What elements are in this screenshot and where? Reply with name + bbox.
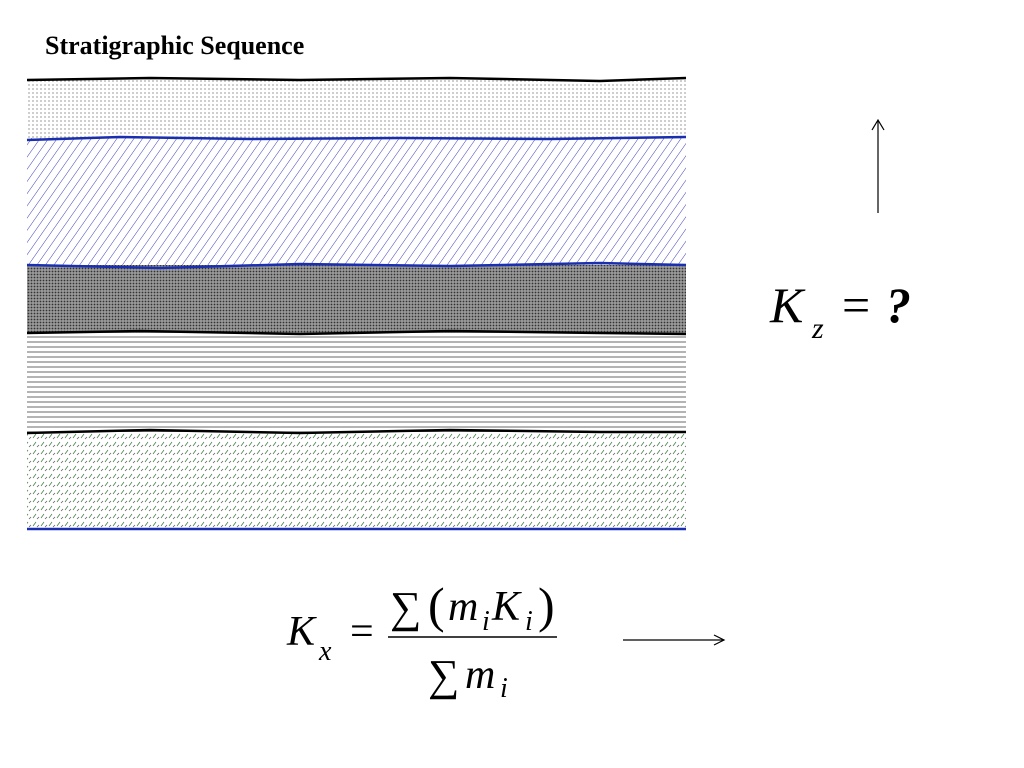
clay-layer	[27, 333, 686, 432]
gravel-layer	[27, 265, 686, 333]
stratigraphic-column	[26, 76, 687, 531]
symbol: K	[769, 277, 806, 333]
subscript: i	[482, 606, 490, 637]
boundary	[26, 261, 687, 270]
sum: ∑	[390, 583, 421, 632]
horizontal-arrow	[623, 634, 726, 646]
kx-formula: K x = ∑ ( m i K i ) ∑ m i	[286, 577, 557, 704]
equals: =	[842, 277, 870, 333]
paren: )	[538, 577, 555, 633]
subscript: z	[811, 312, 824, 345]
m: m	[448, 584, 478, 630]
subscript: x	[318, 636, 332, 667]
kz-formula: K z = ?	[769, 277, 911, 345]
bedrock-layer	[27, 432, 686, 528]
boundary	[26, 76, 687, 83]
boundary	[26, 329, 687, 336]
title: Stratigraphic Sequence	[45, 31, 304, 60]
sandstone-layer	[27, 138, 686, 265]
paren: (	[428, 577, 445, 633]
boundary	[26, 428, 686, 435]
sand-layer	[27, 80, 686, 138]
sum: ∑	[428, 651, 459, 700]
symbol: K	[286, 609, 317, 655]
subscript: i	[525, 606, 533, 637]
result: ?	[886, 277, 911, 333]
boundary	[26, 135, 687, 142]
subscript: i	[500, 673, 508, 704]
vertical-arrow	[871, 118, 885, 213]
equals: =	[350, 609, 374, 655]
m: m	[465, 652, 495, 698]
k: K	[491, 584, 522, 630]
